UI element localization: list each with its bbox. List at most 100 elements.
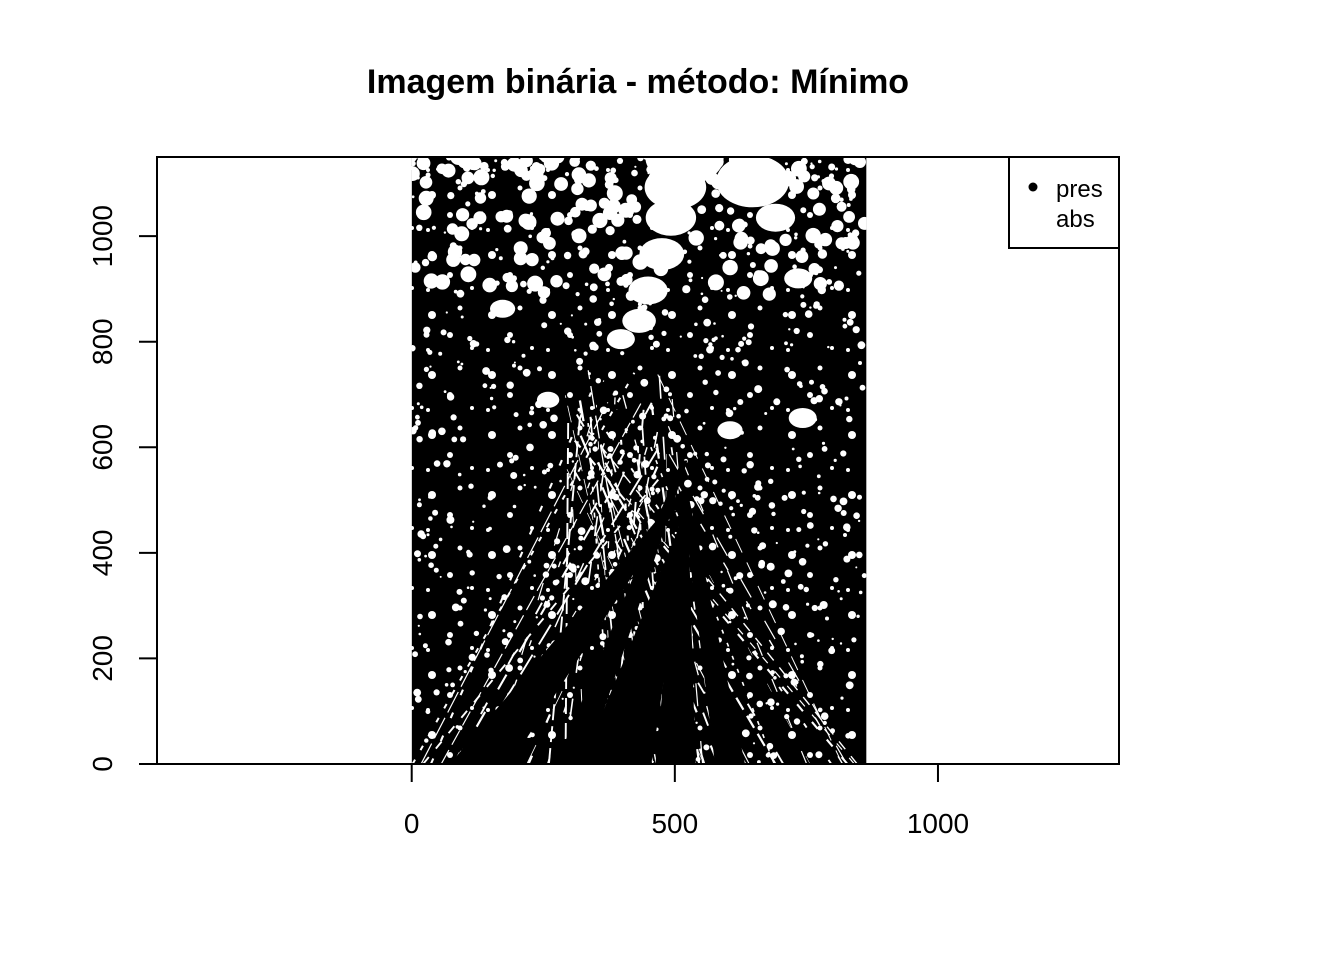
canopy-gap xyxy=(754,494,761,501)
canopy-gap xyxy=(784,569,793,578)
canopy-gap xyxy=(428,562,434,568)
trunk-streak xyxy=(440,401,643,764)
dark-trunk xyxy=(555,460,688,764)
canopy-gap xyxy=(856,614,860,618)
canopy-gap xyxy=(492,405,497,410)
canopy-gap xyxy=(606,199,621,214)
canopy-gap xyxy=(612,493,620,501)
canopy-gap xyxy=(848,234,859,245)
canopy-gap xyxy=(416,157,431,171)
canopy-gap xyxy=(796,381,803,387)
canopy-gap xyxy=(815,751,823,759)
canopy-gap xyxy=(512,454,519,461)
canopy-gap xyxy=(522,473,526,477)
canopy-gap xyxy=(707,274,724,291)
canopy-gap xyxy=(700,491,708,499)
canopy-gap xyxy=(434,274,451,290)
canopy-gap xyxy=(695,721,698,724)
canopy-gap xyxy=(819,601,828,609)
canopy-gap xyxy=(473,630,480,637)
canopy-gap xyxy=(637,157,644,162)
canopy-gap xyxy=(411,345,416,352)
canopy-gap xyxy=(663,386,670,393)
canopy-gap xyxy=(805,543,810,548)
canopy-gap xyxy=(433,460,441,467)
canopy-gap xyxy=(468,653,476,661)
canopy-gap xyxy=(605,226,615,236)
canopy-gap xyxy=(768,478,774,484)
binary-image xyxy=(411,157,867,764)
canopy-gap xyxy=(647,171,650,175)
canopy-gap xyxy=(840,696,844,700)
canopy-gap xyxy=(416,224,423,231)
canopy-gap xyxy=(418,190,434,206)
canopy-gap xyxy=(539,595,546,601)
sky-patch xyxy=(622,308,656,333)
canopy-gap xyxy=(606,185,623,202)
y-tick-label: 1000 xyxy=(87,205,118,267)
canopy-gap xyxy=(734,294,737,297)
canopy-gap xyxy=(417,613,423,620)
canopy-gap xyxy=(502,272,512,283)
canopy-gap xyxy=(472,520,475,523)
canopy-gap xyxy=(790,343,794,347)
canopy-gap xyxy=(843,211,855,223)
canopy-gap xyxy=(450,682,455,688)
canopy-gap xyxy=(793,327,800,335)
sky-patch xyxy=(755,203,796,232)
canopy-gap xyxy=(513,620,517,624)
canopy-gap xyxy=(746,461,754,469)
canopy-gap xyxy=(489,396,494,401)
canopy-gap xyxy=(572,597,575,601)
canopy-gap xyxy=(653,571,656,574)
x-axis: 0 500 1000 xyxy=(404,763,969,839)
canopy-gap xyxy=(494,159,498,163)
canopy-gap xyxy=(791,447,795,451)
canopy-gap xyxy=(438,351,443,356)
canopy-gap xyxy=(564,327,572,335)
canopy-gap xyxy=(817,707,823,713)
canopy-gap xyxy=(491,383,497,389)
canopy-gap xyxy=(418,498,421,502)
canopy-gap xyxy=(845,681,854,690)
canopy-gap xyxy=(693,354,698,358)
canopy-gap xyxy=(771,511,776,517)
canopy-gap xyxy=(800,207,807,214)
canopy-gap xyxy=(510,472,518,479)
canopy-gap xyxy=(631,457,637,463)
canopy-gap xyxy=(816,175,821,179)
canopy-gap xyxy=(433,689,440,696)
canopy-gap xyxy=(668,392,672,397)
canopy-gap xyxy=(833,577,839,583)
canopy-gap xyxy=(502,545,511,553)
canopy-gap xyxy=(432,509,439,516)
canopy-gap xyxy=(737,399,744,405)
canopy-gap xyxy=(414,550,421,558)
canopy-gap xyxy=(800,301,807,308)
canopy-gap xyxy=(577,527,586,535)
canopy-gap xyxy=(721,334,724,338)
canopy-gap xyxy=(697,205,707,215)
canopy-gap xyxy=(497,461,503,468)
canopy-gap xyxy=(561,697,564,700)
sky-patch xyxy=(628,276,668,305)
canopy-gap xyxy=(698,353,704,359)
canopy-gap xyxy=(702,379,708,385)
x-tick-label: 1000 xyxy=(907,808,969,839)
canopy-gap xyxy=(763,591,767,594)
canopy-gap xyxy=(803,586,809,593)
canopy-gap xyxy=(615,246,629,260)
trunk-streak xyxy=(662,413,808,764)
canopy-gap xyxy=(609,301,614,307)
canopy-gap xyxy=(661,330,667,336)
canopy-gap xyxy=(620,273,633,286)
canopy-gap xyxy=(417,558,422,562)
canopy-gap xyxy=(713,389,719,396)
canopy-gap xyxy=(741,360,745,364)
canopy-gap xyxy=(751,527,758,534)
canopy-gap xyxy=(640,378,649,387)
canopy-gap xyxy=(504,336,511,344)
canopy-gap xyxy=(843,533,847,537)
canopy-gap xyxy=(858,216,867,230)
